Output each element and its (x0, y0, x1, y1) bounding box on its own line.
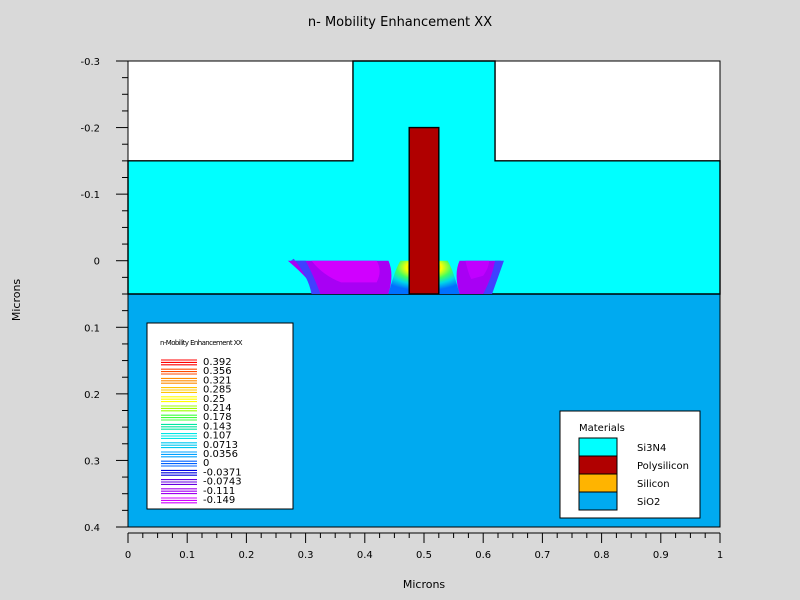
y-tick-label: 0.1 (84, 323, 100, 334)
contour-level-label: 0.392 (203, 357, 232, 368)
contour-legend-box (146, 322, 294, 510)
x-tick-label: 0.8 (594, 550, 610, 561)
material-swatch (578, 455, 618, 475)
material-label: Silicon (637, 479, 670, 490)
x-tick-label: 0.1 (179, 550, 195, 561)
contour-level-label: 0.321 (203, 375, 232, 386)
contour-level-label: 0.25 (203, 394, 225, 405)
y-tick-label: -0.1 (80, 190, 100, 201)
contour-level-label: 0.178 (203, 412, 232, 423)
material-swatch (578, 437, 618, 457)
y-tick-label: 0 (94, 257, 100, 268)
contour-level-label: 0 (203, 458, 209, 469)
x-tick-label: 1 (717, 550, 723, 561)
channel-contour-edge-right (483, 260, 504, 294)
polysilicon-gate (408, 126, 440, 295)
x-tick-label: 0.6 (475, 550, 491, 561)
y-tick-label: -0.3 (80, 57, 100, 68)
channel-contour-core-left (311, 260, 380, 283)
x-axis-label: Microns (403, 578, 446, 591)
channel-contour-core-right (465, 260, 490, 280)
y-axis-label: Microns (10, 279, 23, 322)
material-label: SiO2 (637, 497, 660, 508)
contour-level-label: 0.0356 (203, 449, 238, 460)
y-tick-label: 0.2 (84, 390, 100, 401)
material-label: Polysilicon (637, 461, 689, 472)
y-axis: -0.3 -0.2 -0.1 0 0.1 0.2 0.3 0.4 (80, 57, 128, 534)
x-tick-label: 0.2 (238, 550, 254, 561)
x-tick-label: 0.5 (416, 550, 432, 561)
contour-level-label: -0.111 (203, 486, 235, 497)
material-swatch (578, 473, 618, 493)
materials-legend-title: Materials (579, 423, 625, 434)
contour-level-label: -0.0743 (203, 477, 242, 488)
x-tick-label: 0.3 (298, 550, 314, 561)
contour-level-label: -0.149 (203, 495, 235, 506)
channel-contour-edge-left (290, 258, 321, 294)
materials-legend: Materials Si3N4 Polysilicon Silicon SiO2 (559, 410, 701, 519)
contour-legend: n-Mobility Enhancement XX 0.3920.3560.32… (146, 322, 294, 510)
x-axis: 0 0.1 0.2 0.3 0.4 0.5 0.6 0.7 0.8 0.9 1 (125, 532, 723, 561)
y-tick-label: -0.2 (80, 124, 100, 135)
contour-level-label: 0.356 (203, 366, 232, 377)
contour-level-label: 0.285 (203, 385, 232, 396)
contour-level-label: 0.107 (203, 431, 232, 442)
material-label: Si3N4 (637, 443, 666, 454)
contour-level-label: 0.0713 (203, 440, 238, 451)
y-tick-label: 0.3 (84, 456, 100, 467)
x-tick-label: 0 (125, 550, 131, 561)
contour-level-label: -0.0371 (203, 467, 242, 478)
chart-title: n- Mobility Enhancement XX (308, 15, 492, 30)
contour-level-label: 0.143 (203, 421, 232, 432)
x-tick-label: 0.4 (357, 550, 373, 561)
x-tick-label: 0.9 (653, 550, 669, 561)
material-swatch (578, 491, 618, 511)
contour-level-label: 0.214 (203, 403, 232, 414)
x-tick-label: 0.7 (534, 550, 550, 561)
plot-area (127, 60, 721, 528)
contour-legend-title: n-Mobility Enhancement XX (160, 339, 243, 347)
y-tick-label: 0.4 (84, 523, 100, 534)
